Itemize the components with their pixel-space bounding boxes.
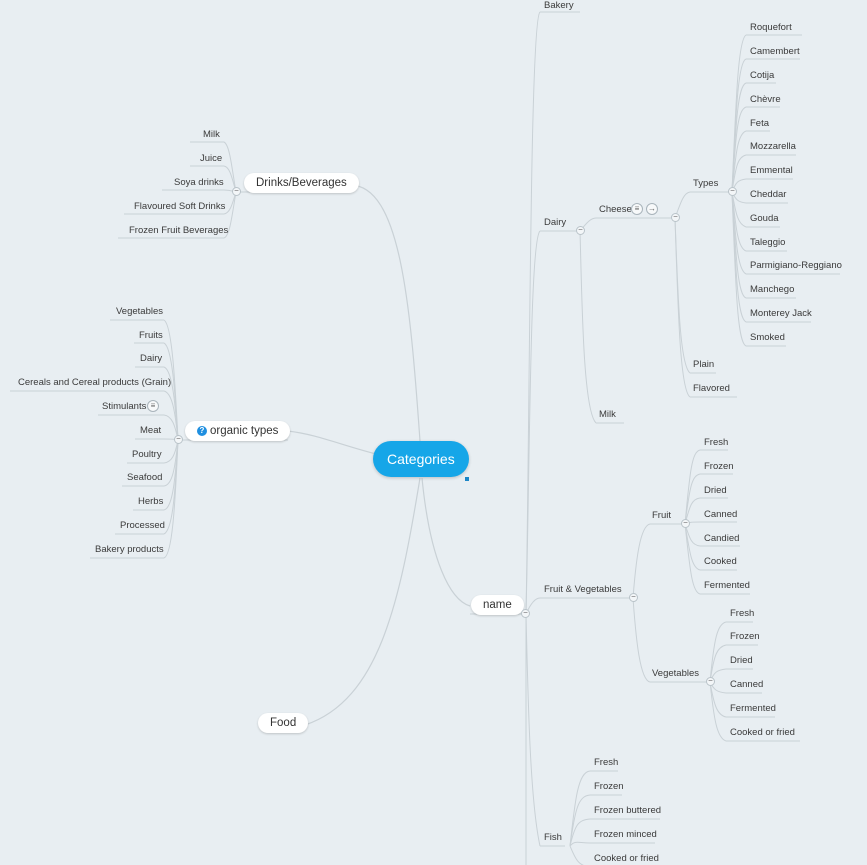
leaf-poultry[interactable]: Poultry bbox=[132, 449, 162, 460]
link-arrow-icon[interactable]: → bbox=[646, 203, 658, 215]
topic-label: Drinks/Beverages bbox=[256, 177, 347, 189]
leaf-parmigiano-reggiano[interactable]: Parmigiano-Reggiano bbox=[750, 260, 842, 271]
collapse-icon[interactable]: − bbox=[232, 187, 241, 196]
leaf-fruit-frozen[interactable]: Frozen bbox=[704, 461, 734, 472]
subtopic-fruit-vegetables[interactable]: Fruit & Vegetables bbox=[544, 584, 622, 595]
leaf-fruit-canned[interactable]: Canned bbox=[704, 509, 738, 520]
collapse-icon[interactable]: − bbox=[521, 609, 530, 618]
resize-handle[interactable] bbox=[465, 477, 469, 481]
leaf-veg-fermented[interactable]: Fermented bbox=[730, 703, 776, 714]
leaf-flavored[interactable]: Flavored bbox=[693, 383, 730, 394]
leaf-emmental[interactable]: Emmental bbox=[750, 165, 793, 176]
leaf-cotija[interactable]: Cotija bbox=[750, 70, 775, 81]
leaf-stimulants[interactable]: Stimulants bbox=[102, 401, 147, 412]
leaf-seafood[interactable]: Seafood bbox=[127, 472, 163, 483]
subtopic-bakery[interactable]: Bakery bbox=[544, 0, 574, 11]
leaf-taleggio[interactable]: Taleggio bbox=[750, 237, 786, 248]
leaf-cereals[interactable]: Cereals and Cereal products (Grain) bbox=[18, 377, 172, 388]
leaf-mozzarella[interactable]: Mozzarella bbox=[750, 141, 796, 152]
leaf-veg-cooked-or-fried[interactable]: Cooked or fried bbox=[730, 727, 795, 738]
leaf-roquefort[interactable]: Roquefort bbox=[750, 22, 792, 33]
collapse-icon[interactable]: − bbox=[629, 593, 638, 602]
leaf-flavoured-soft-drinks[interactable]: Flavoured Soft Drinks bbox=[134, 201, 226, 212]
leaf-fruit-fermented[interactable]: Fermented bbox=[704, 580, 750, 591]
collapse-icon[interactable]: − bbox=[706, 677, 715, 686]
subtopic-cheese[interactable]: Cheese bbox=[599, 204, 632, 215]
leaf-camembert[interactable]: Camembert bbox=[750, 46, 800, 57]
leaf-dairy[interactable]: Dairy bbox=[140, 353, 163, 364]
collapse-icon[interactable]: − bbox=[174, 435, 183, 444]
topic-food[interactable]: Food bbox=[258, 713, 309, 733]
leaf-bakery-products[interactable]: Bakery products bbox=[95, 544, 164, 555]
topic-name[interactable]: name bbox=[471, 595, 524, 615]
topic-label: organic types bbox=[210, 425, 279, 437]
subtopic-dairy[interactable]: Dairy bbox=[544, 217, 567, 228]
leaf-dairy-milk[interactable]: Milk bbox=[599, 409, 616, 420]
leaf-manchego[interactable]: Manchego bbox=[750, 284, 795, 295]
subtopic-vegetables[interactable]: Vegetables bbox=[652, 668, 700, 679]
leaf-fruits[interactable]: Fruits bbox=[139, 330, 163, 341]
root-node[interactable]: Categories bbox=[373, 441, 469, 477]
leaf-veg-dried[interactable]: Dried bbox=[730, 655, 753, 666]
leaf-vegetables[interactable]: Vegetables bbox=[116, 306, 164, 317]
leaf-fruit-candied[interactable]: Candied bbox=[704, 533, 740, 544]
subtopic-fruit[interactable]: Fruit bbox=[652, 510, 671, 521]
leaf-fish-frozen-buttered[interactable]: Frozen buttered bbox=[594, 805, 662, 816]
leaf-monterey-jack[interactable]: Monterey Jack bbox=[750, 308, 812, 319]
leaf-gouda[interactable]: Gouda bbox=[750, 213, 779, 224]
collapse-icon[interactable]: − bbox=[576, 226, 585, 235]
leaf-fish-fresh[interactable]: Fresh bbox=[594, 757, 619, 768]
leaf-meat[interactable]: Meat bbox=[140, 425, 162, 436]
leaf-milk[interactable]: Milk bbox=[203, 129, 220, 140]
topic-organic-types[interactable]: ? organic types bbox=[185, 421, 291, 441]
leaf-herbs[interactable]: Herbs bbox=[138, 496, 164, 507]
leaf-fish-cooked-or-fried[interactable]: Cooked or fried bbox=[594, 853, 659, 864]
collapse-icon[interactable]: − bbox=[671, 213, 680, 222]
leaf-feta[interactable]: Feta bbox=[750, 118, 770, 129]
topic-label: Food bbox=[270, 717, 297, 729]
topic-label: name bbox=[483, 599, 512, 611]
collapse-icon[interactable]: − bbox=[728, 187, 737, 196]
notes-icon[interactable]: ≡ bbox=[631, 203, 643, 215]
leaf-plain[interactable]: Plain bbox=[693, 359, 715, 370]
leaf-chevre[interactable]: Chèvre bbox=[750, 94, 781, 105]
leaf-fish-frozen[interactable]: Frozen bbox=[594, 781, 624, 792]
leaf-fish-frozen-minced[interactable]: Frozen minced bbox=[594, 829, 657, 840]
leaf-processed[interactable]: Processed bbox=[120, 520, 165, 531]
topic-drinks-beverages[interactable]: Drinks/Beverages bbox=[244, 173, 359, 193]
subtopic-types[interactable]: Types bbox=[693, 178, 719, 189]
leaf-fruit-fresh[interactable]: Fresh bbox=[704, 437, 729, 448]
notes-icon[interactable]: ≡ bbox=[147, 400, 159, 412]
leaf-cheddar[interactable]: Cheddar bbox=[750, 189, 787, 200]
leaf-frozen-fruit-beverages[interactable]: Frozen Fruit Beverages bbox=[129, 225, 229, 236]
leaf-smoked[interactable]: Smoked bbox=[750, 332, 785, 343]
leaf-juice[interactable]: Juice bbox=[200, 153, 223, 164]
leaf-veg-fresh[interactable]: Fresh bbox=[730, 608, 755, 619]
help-icon[interactable]: ? bbox=[197, 426, 207, 436]
collapse-icon[interactable]: − bbox=[681, 519, 690, 528]
leaf-fruit-dried[interactable]: Dried bbox=[704, 485, 727, 496]
root-label: Categories bbox=[387, 451, 455, 467]
leaf-fruit-cooked[interactable]: Cooked bbox=[704, 556, 737, 567]
leaf-veg-frozen[interactable]: Frozen bbox=[730, 631, 760, 642]
leaf-soya-drinks[interactable]: Soya drinks bbox=[174, 177, 224, 188]
leaf-veg-canned[interactable]: Canned bbox=[730, 679, 764, 690]
subtopic-fish[interactable]: Fish bbox=[544, 832, 562, 843]
